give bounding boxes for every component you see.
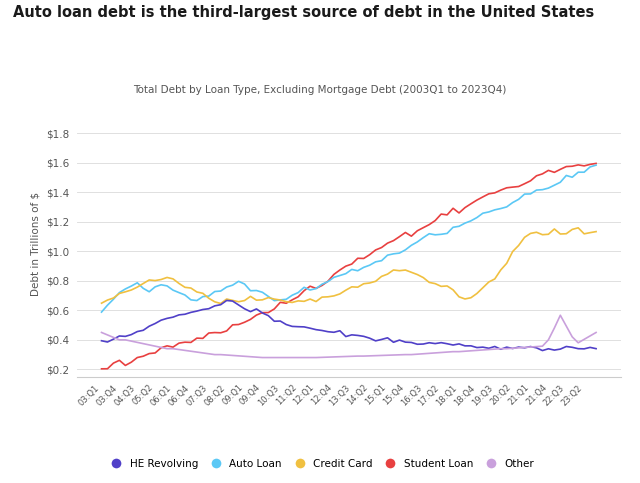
Student Loan [318,283,326,288]
Credit Card [217,300,225,306]
HE Revolving [98,338,106,343]
Credit Card [98,300,106,306]
Credit Card [348,284,356,290]
Other [503,346,511,352]
Other [557,313,564,318]
Line: HE Revolving: HE Revolving [102,300,596,351]
Auto Loan [104,302,111,308]
Student Loan [104,366,111,371]
Credit Card [479,285,486,291]
Student Loan [473,197,481,203]
Other [324,354,332,360]
Legend: HE Revolving, Auto Loan, Credit Card, Student Loan, Other: HE Revolving, Auto Loan, Credit Card, St… [102,455,538,473]
Student Loan [592,160,600,166]
HE Revolving [539,348,547,354]
Y-axis label: Debt in Trillions of $: Debt in Trillions of $ [30,192,40,296]
Credit Card [503,260,511,266]
Other [98,329,106,335]
Auto Loan [127,283,135,289]
Other [479,347,486,353]
Text: Auto loan debt is the third-largest source of debt in the United States: Auto loan debt is the third-largest sour… [13,5,594,20]
Line: Auto Loan: Auto Loan [102,165,596,312]
HE Revolving [324,329,332,335]
HE Revolving [348,332,356,338]
Student Loan [342,263,349,269]
Auto Loan [497,206,504,212]
Credit Card [592,229,600,235]
HE Revolving [479,344,486,350]
HE Revolving [592,346,600,352]
Credit Card [127,287,135,293]
Auto Loan [318,281,326,287]
Auto Loan [342,271,349,277]
Text: Total Debt by Loan Type, Excluding Mortgage Debt (2003Q1 to 2023Q4): Total Debt by Loan Type, Excluding Mortg… [133,85,507,95]
Other [104,332,111,338]
Auto Loan [473,214,481,220]
HE Revolving [104,339,111,345]
Student Loan [98,366,106,372]
Credit Card [104,297,111,303]
Auto Loan [592,162,600,168]
Line: Student Loan: Student Loan [102,163,596,369]
Other [348,354,356,359]
Auto Loan [98,309,106,315]
Credit Card [574,225,582,231]
HE Revolving [223,298,230,303]
Other [592,329,600,335]
Other [259,355,266,360]
Student Loan [127,359,135,365]
HE Revolving [503,344,511,350]
Line: Credit Card: Credit Card [102,228,596,303]
Other [127,338,135,344]
Student Loan [497,187,504,193]
HE Revolving [127,332,135,338]
Credit Card [324,294,332,300]
Line: Other: Other [102,315,596,357]
